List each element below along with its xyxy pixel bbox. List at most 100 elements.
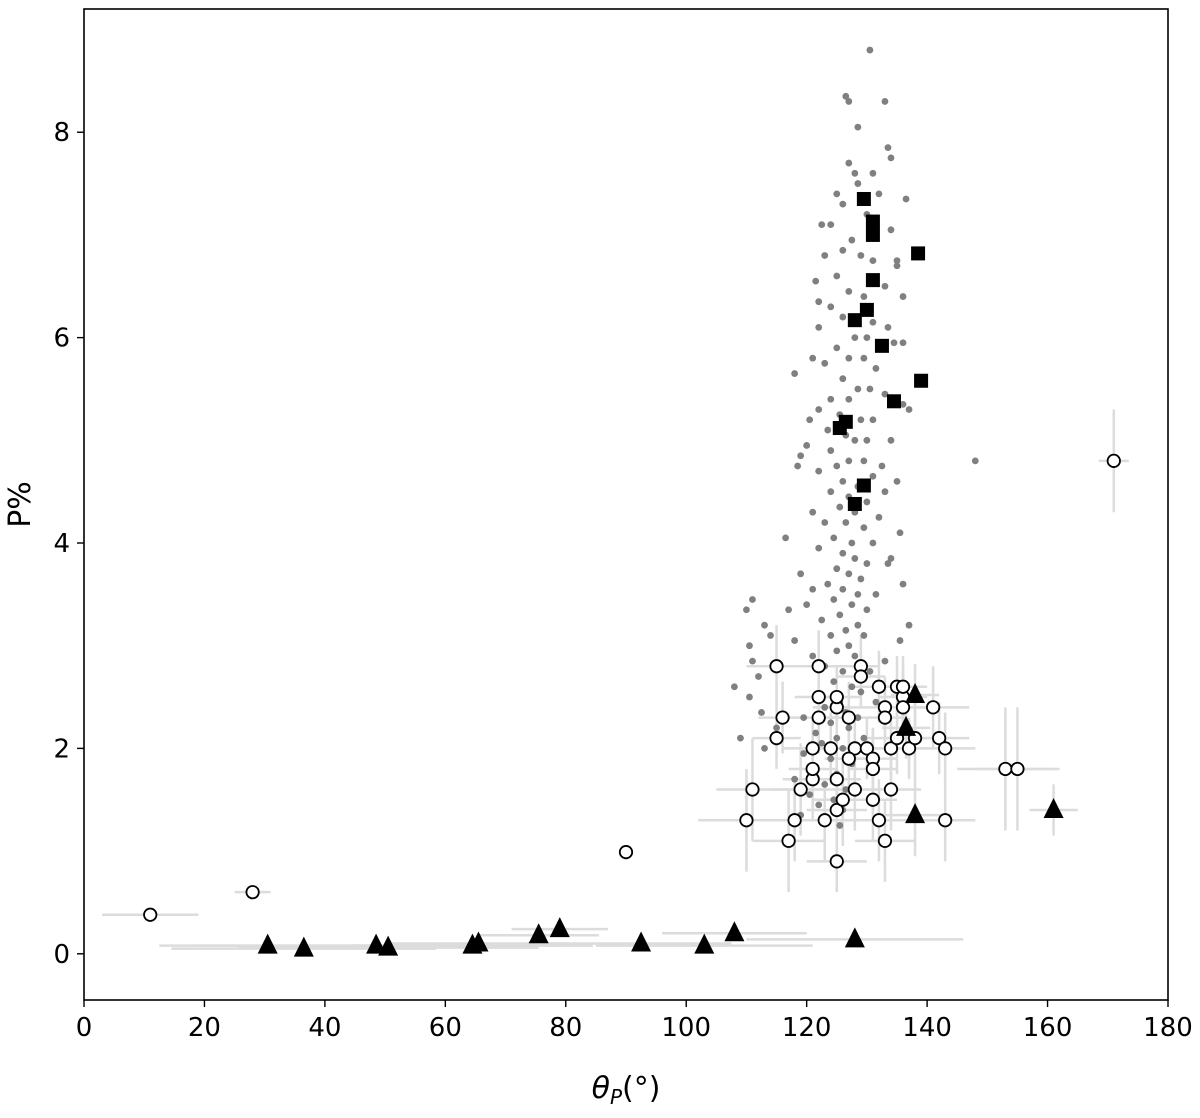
data-point-circle bbox=[823, 741, 838, 756]
data-point-circle bbox=[853, 669, 868, 684]
data-point-dot bbox=[818, 221, 826, 229]
data-point-circle bbox=[829, 854, 844, 869]
data-point-circle bbox=[805, 761, 820, 777]
data-point-dot bbox=[827, 719, 835, 727]
data-point-triangle bbox=[905, 803, 926, 824]
data-point-dot bbox=[746, 642, 753, 650]
data-point-dot bbox=[887, 555, 895, 562]
data-point-dot bbox=[869, 472, 877, 480]
data-point-square bbox=[859, 302, 874, 317]
data-point-circle bbox=[938, 813, 953, 828]
data-point-dot bbox=[839, 585, 847, 593]
data-point-square bbox=[886, 394, 901, 409]
data-point-dot bbox=[866, 385, 874, 393]
data-point-triangle bbox=[896, 715, 917, 736]
data-point-dot bbox=[815, 323, 823, 331]
data-point-dot bbox=[887, 436, 895, 444]
x-tick-label: 60 bbox=[429, 1013, 462, 1043]
data-point-dot bbox=[767, 632, 774, 639]
data-point-triangle bbox=[468, 931, 489, 952]
data-point-circle bbox=[1010, 761, 1025, 777]
data-point-dot bbox=[845, 354, 853, 362]
data-point-dot bbox=[875, 513, 883, 521]
data-point-dot bbox=[863, 498, 871, 506]
data-point-dot bbox=[761, 744, 768, 752]
data-point-dot bbox=[848, 601, 856, 609]
data-point-square bbox=[911, 246, 926, 261]
data-point-dot bbox=[731, 683, 738, 691]
data-point-dot bbox=[749, 657, 756, 665]
data-point-circle bbox=[926, 700, 941, 715]
data-point-circle bbox=[932, 731, 947, 746]
data-point-dot bbox=[881, 282, 889, 290]
data-point-dot bbox=[833, 647, 841, 655]
data-point-circle bbox=[245, 885, 260, 900]
triangles-series bbox=[257, 682, 1064, 957]
data-point-dot bbox=[851, 436, 859, 444]
data-point-square bbox=[914, 373, 929, 388]
data-point-dot bbox=[872, 698, 880, 706]
data-point-dot bbox=[806, 416, 814, 424]
data-point-dot bbox=[836, 611, 844, 619]
data-point-square bbox=[865, 273, 880, 288]
data-point-dot bbox=[848, 236, 856, 244]
data-point-dot bbox=[899, 400, 907, 408]
data-point-dot bbox=[809, 508, 817, 516]
data-point-dot bbox=[890, 339, 898, 347]
data-point-dot bbox=[737, 734, 744, 742]
data-point-dot bbox=[851, 555, 859, 562]
data-point-dot bbox=[872, 365, 880, 372]
data-point-dot bbox=[800, 750, 808, 757]
data-point-dot bbox=[845, 642, 853, 650]
data-point-dot bbox=[800, 714, 808, 721]
data-point-square bbox=[874, 338, 889, 353]
data-point-dot bbox=[845, 159, 853, 167]
data-point-dot bbox=[845, 395, 853, 403]
data-point-circle bbox=[841, 710, 856, 725]
data-point-dot bbox=[827, 447, 835, 454]
data-point-square bbox=[856, 478, 871, 493]
data-point-dot bbox=[869, 257, 877, 265]
data-point-dot bbox=[854, 714, 862, 721]
squares-series bbox=[832, 191, 929, 511]
data-point-triangle bbox=[293, 936, 314, 957]
data-point-dot bbox=[821, 359, 829, 367]
data-point-circle bbox=[998, 761, 1013, 777]
data-point-triangle bbox=[378, 935, 399, 956]
data-point-dot bbox=[839, 375, 847, 383]
data-point-dot bbox=[842, 786, 850, 793]
data-point-circle bbox=[865, 792, 881, 807]
data-point-dot bbox=[869, 539, 877, 547]
data-point-dot bbox=[881, 390, 889, 398]
data-point-circle bbox=[811, 710, 826, 725]
data-point-circle bbox=[829, 772, 844, 787]
data-point-dot bbox=[854, 621, 862, 629]
x-tick-label: 0 bbox=[76, 1013, 93, 1043]
data-point-square bbox=[847, 313, 862, 328]
data-point-dot bbox=[830, 534, 838, 542]
data-point-circle bbox=[769, 731, 784, 746]
data-point-circle bbox=[793, 782, 808, 797]
data-point-dot bbox=[860, 354, 868, 362]
data-point-dot bbox=[845, 98, 853, 105]
data-point-dot bbox=[899, 293, 907, 300]
data-point-dot bbox=[827, 755, 835, 763]
data-point-triangle bbox=[631, 931, 652, 952]
data-point-dot bbox=[842, 626, 850, 634]
data-point-dot bbox=[821, 703, 829, 711]
data-point-dot bbox=[830, 678, 838, 686]
data-point-dot bbox=[887, 154, 895, 162]
data-point-dot bbox=[839, 246, 847, 254]
data-point-dot bbox=[746, 693, 753, 701]
data-point-dot bbox=[971, 457, 979, 465]
data-point-square bbox=[856, 191, 871, 206]
x-tick-label: 140 bbox=[902, 1013, 952, 1043]
data-point-dot bbox=[833, 462, 841, 470]
data-point-dot bbox=[791, 637, 799, 644]
data-point-dot bbox=[860, 293, 868, 300]
data-point-dot bbox=[797, 570, 805, 578]
data-point-dot bbox=[833, 190, 841, 198]
data-point-dot bbox=[821, 252, 829, 259]
data-point-dot bbox=[761, 621, 768, 629]
data-point-dot bbox=[755, 673, 762, 680]
